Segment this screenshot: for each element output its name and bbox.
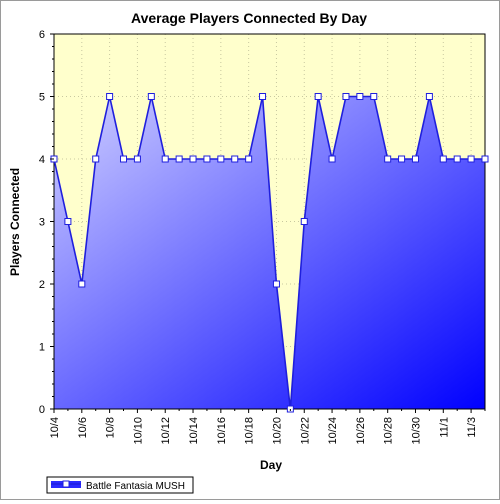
data-point <box>217 155 225 163</box>
x-tick-label: 10/12 <box>160 417 172 445</box>
data-point <box>203 155 211 163</box>
legend-marker <box>62 480 70 488</box>
data-point <box>314 93 322 100</box>
y-tick-label: 5 <box>39 92 45 104</box>
data-point <box>175 155 183 163</box>
data-point <box>453 155 461 163</box>
data-point <box>78 280 86 288</box>
data-point <box>161 155 169 163</box>
data-point <box>245 155 253 163</box>
data-point <box>481 155 489 163</box>
y-tick-label: 0 <box>39 404 45 416</box>
x-tick-label: 10/26 <box>355 417 367 445</box>
legend: Battle Fantasia MUSH <box>46 476 194 494</box>
data-point <box>147 93 155 100</box>
data-point <box>425 93 433 100</box>
x-tick-label: 10/14 <box>188 417 200 445</box>
y-axis-title: Players Connected <box>8 168 22 276</box>
data-point <box>231 155 239 163</box>
data-point <box>92 155 100 163</box>
x-tick-label: 10/30 <box>410 417 422 445</box>
data-point <box>411 155 419 163</box>
y-tick-label: 4 <box>39 154 45 166</box>
data-point <box>133 155 141 163</box>
x-tick-label: 10/8 <box>105 417 117 438</box>
data-point <box>300 218 308 225</box>
x-tick-label: 10/18 <box>244 417 256 445</box>
chart-title: Average Players Connected By Day <box>131 10 367 26</box>
y-tick-label: 3 <box>39 217 45 229</box>
data-point <box>356 93 364 100</box>
data-point <box>64 218 72 225</box>
x-tick-label: 10/28 <box>383 417 395 445</box>
x-tick-label: 10/16 <box>216 417 228 445</box>
series-area <box>54 96 485 409</box>
data-point <box>370 93 378 100</box>
data-point <box>467 155 475 163</box>
data-point <box>384 155 392 163</box>
data-point <box>189 155 197 163</box>
x-tick-label: 10/24 <box>327 417 339 445</box>
x-tick-label: 10/6 <box>77 417 89 438</box>
x-tick-label: 10/4 <box>49 417 61 438</box>
data-point <box>120 155 128 163</box>
data-point <box>106 93 114 100</box>
y-tick-label: 2 <box>39 279 45 291</box>
data-point <box>272 280 280 288</box>
data-point <box>259 93 267 100</box>
data-point <box>328 155 336 163</box>
x-tick-label: 10/10 <box>132 417 144 445</box>
x-tick-label: 11/1 <box>438 417 450 438</box>
data-point <box>342 93 350 100</box>
y-tick-label: 1 <box>39 342 45 354</box>
x-tick-label: 10/20 <box>271 417 283 445</box>
y-tick-label: 6 <box>39 29 45 41</box>
data-point <box>439 155 447 163</box>
legend-label: Battle Fantasia MUSH <box>86 481 185 492</box>
x-tick-label: 11/3 <box>466 417 478 438</box>
data-point <box>398 155 406 163</box>
x-tick-label: 10/22 <box>299 417 311 445</box>
x-axis-title: Day <box>260 458 282 472</box>
legend-box <box>46 476 194 494</box>
